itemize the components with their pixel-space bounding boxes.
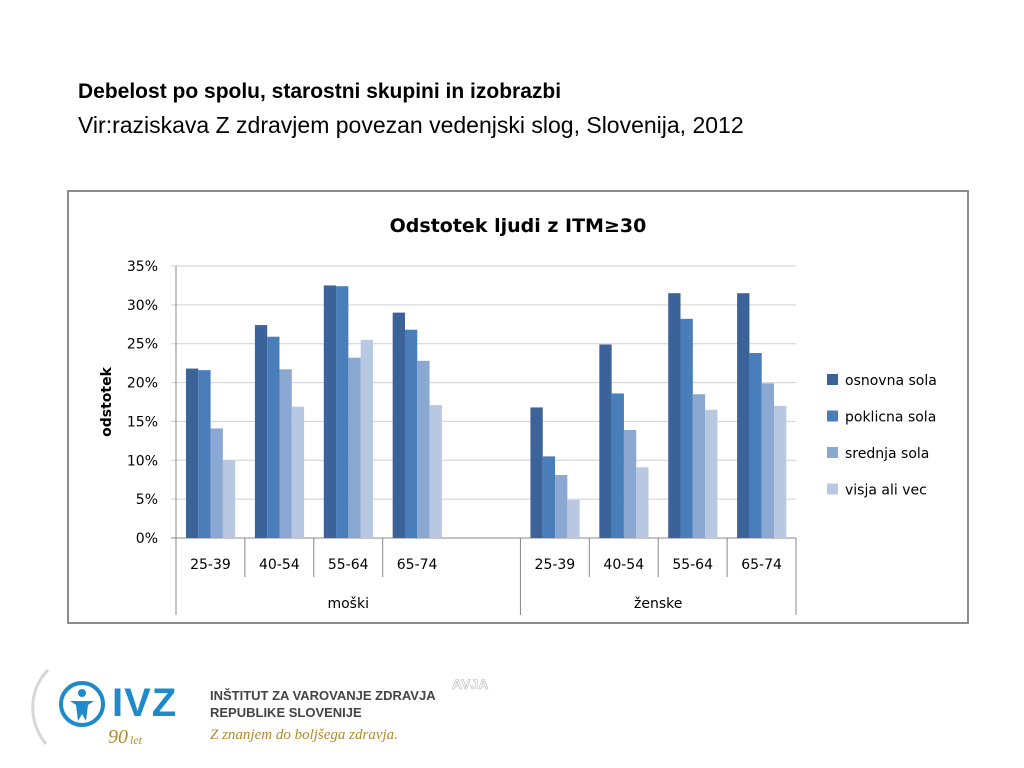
x-tick-label: 25-39	[535, 557, 576, 573]
bar	[336, 286, 349, 538]
bar	[636, 467, 649, 538]
institute-motto: Z znanjem do boljšega zdravja.	[210, 727, 398, 743]
bar	[360, 339, 373, 538]
legend-swatch	[827, 374, 838, 385]
anniversary-word: let	[130, 733, 142, 747]
bar	[680, 318, 693, 538]
y-tick-label: 20%	[127, 376, 158, 392]
institute-logo: IVZ 90 let INŠTITUT ZA VAROVANJE ZDRAVJA…	[30, 664, 510, 754]
bar	[623, 429, 637, 538]
chart-title: Odstotek ljudi z ITM≥30	[390, 215, 647, 237]
bar	[279, 369, 292, 538]
bar	[774, 405, 787, 538]
bar	[692, 394, 706, 538]
legend-label: poklicna sola	[845, 410, 936, 426]
bar	[348, 357, 361, 538]
bar	[254, 325, 268, 538]
x-tick-label: 65-74	[397, 557, 438, 573]
bar	[737, 293, 750, 538]
slide-title: Debelost po spolu, starostni skupini in …	[78, 80, 562, 103]
y-tick-label: 35%	[127, 259, 158, 275]
y-tick-label: 5%	[136, 492, 158, 508]
bar	[599, 344, 612, 538]
legend-swatch	[827, 410, 838, 422]
bar	[761, 383, 775, 538]
bar	[392, 312, 405, 538]
legend-swatch	[827, 447, 838, 458]
anniversary-number: 90	[108, 726, 128, 748]
y-tick-label: 25%	[127, 337, 158, 353]
x-tick-label: 55-64	[672, 557, 713, 573]
legend-label: osnovna sola	[845, 373, 937, 389]
bar	[404, 329, 418, 538]
bar	[198, 370, 211, 538]
bar	[749, 353, 762, 538]
bar	[291, 406, 305, 538]
bar	[222, 460, 236, 538]
bar	[567, 499, 580, 538]
y-tick-label: 15%	[127, 414, 158, 430]
bar	[323, 285, 337, 538]
legend-swatch	[827, 483, 838, 495]
x-tick-label: 55-64	[328, 557, 369, 573]
y-tick-label: 30%	[127, 298, 158, 314]
bar	[611, 393, 624, 538]
x-tick-label: 25-39	[190, 557, 231, 573]
bar	[417, 360, 430, 538]
y-axis-label: odstotek	[99, 366, 115, 436]
chart-frame	[67, 190, 969, 624]
y-tick-label: 10%	[127, 453, 158, 469]
ivz-logo-icon	[31, 668, 105, 745]
y-tick-label: 0%	[136, 531, 158, 547]
logo-ivz-text: IVZ	[112, 681, 178, 725]
bar	[668, 293, 681, 538]
bar	[542, 456, 556, 538]
bar	[429, 405, 442, 538]
bar	[210, 428, 223, 538]
bar	[705, 409, 718, 538]
bar	[530, 407, 543, 538]
x-tick-label: 40-54	[259, 557, 300, 573]
x-tick-label: 40-54	[603, 557, 644, 573]
bar	[267, 336, 280, 538]
institute-name-line2: REPUBLIKE SLOVENIJE	[210, 705, 362, 720]
group-label: ženske	[634, 596, 682, 612]
group-label: moški	[327, 596, 369, 612]
slide-subtitle: Vir:raziskava Z zdravjem povezan vedenjs…	[78, 112, 744, 138]
legend-label: visja ali vec	[845, 483, 927, 499]
bar	[555, 475, 568, 538]
legend-label: srednja sola	[845, 446, 929, 462]
partially-hidden-text: AVJA	[452, 676, 489, 693]
institute-name-line1: INŠTITUT ZA VAROVANJE ZDRAVJA	[210, 688, 436, 703]
bar	[186, 368, 199, 538]
x-tick-label: 65-74	[741, 557, 782, 573]
